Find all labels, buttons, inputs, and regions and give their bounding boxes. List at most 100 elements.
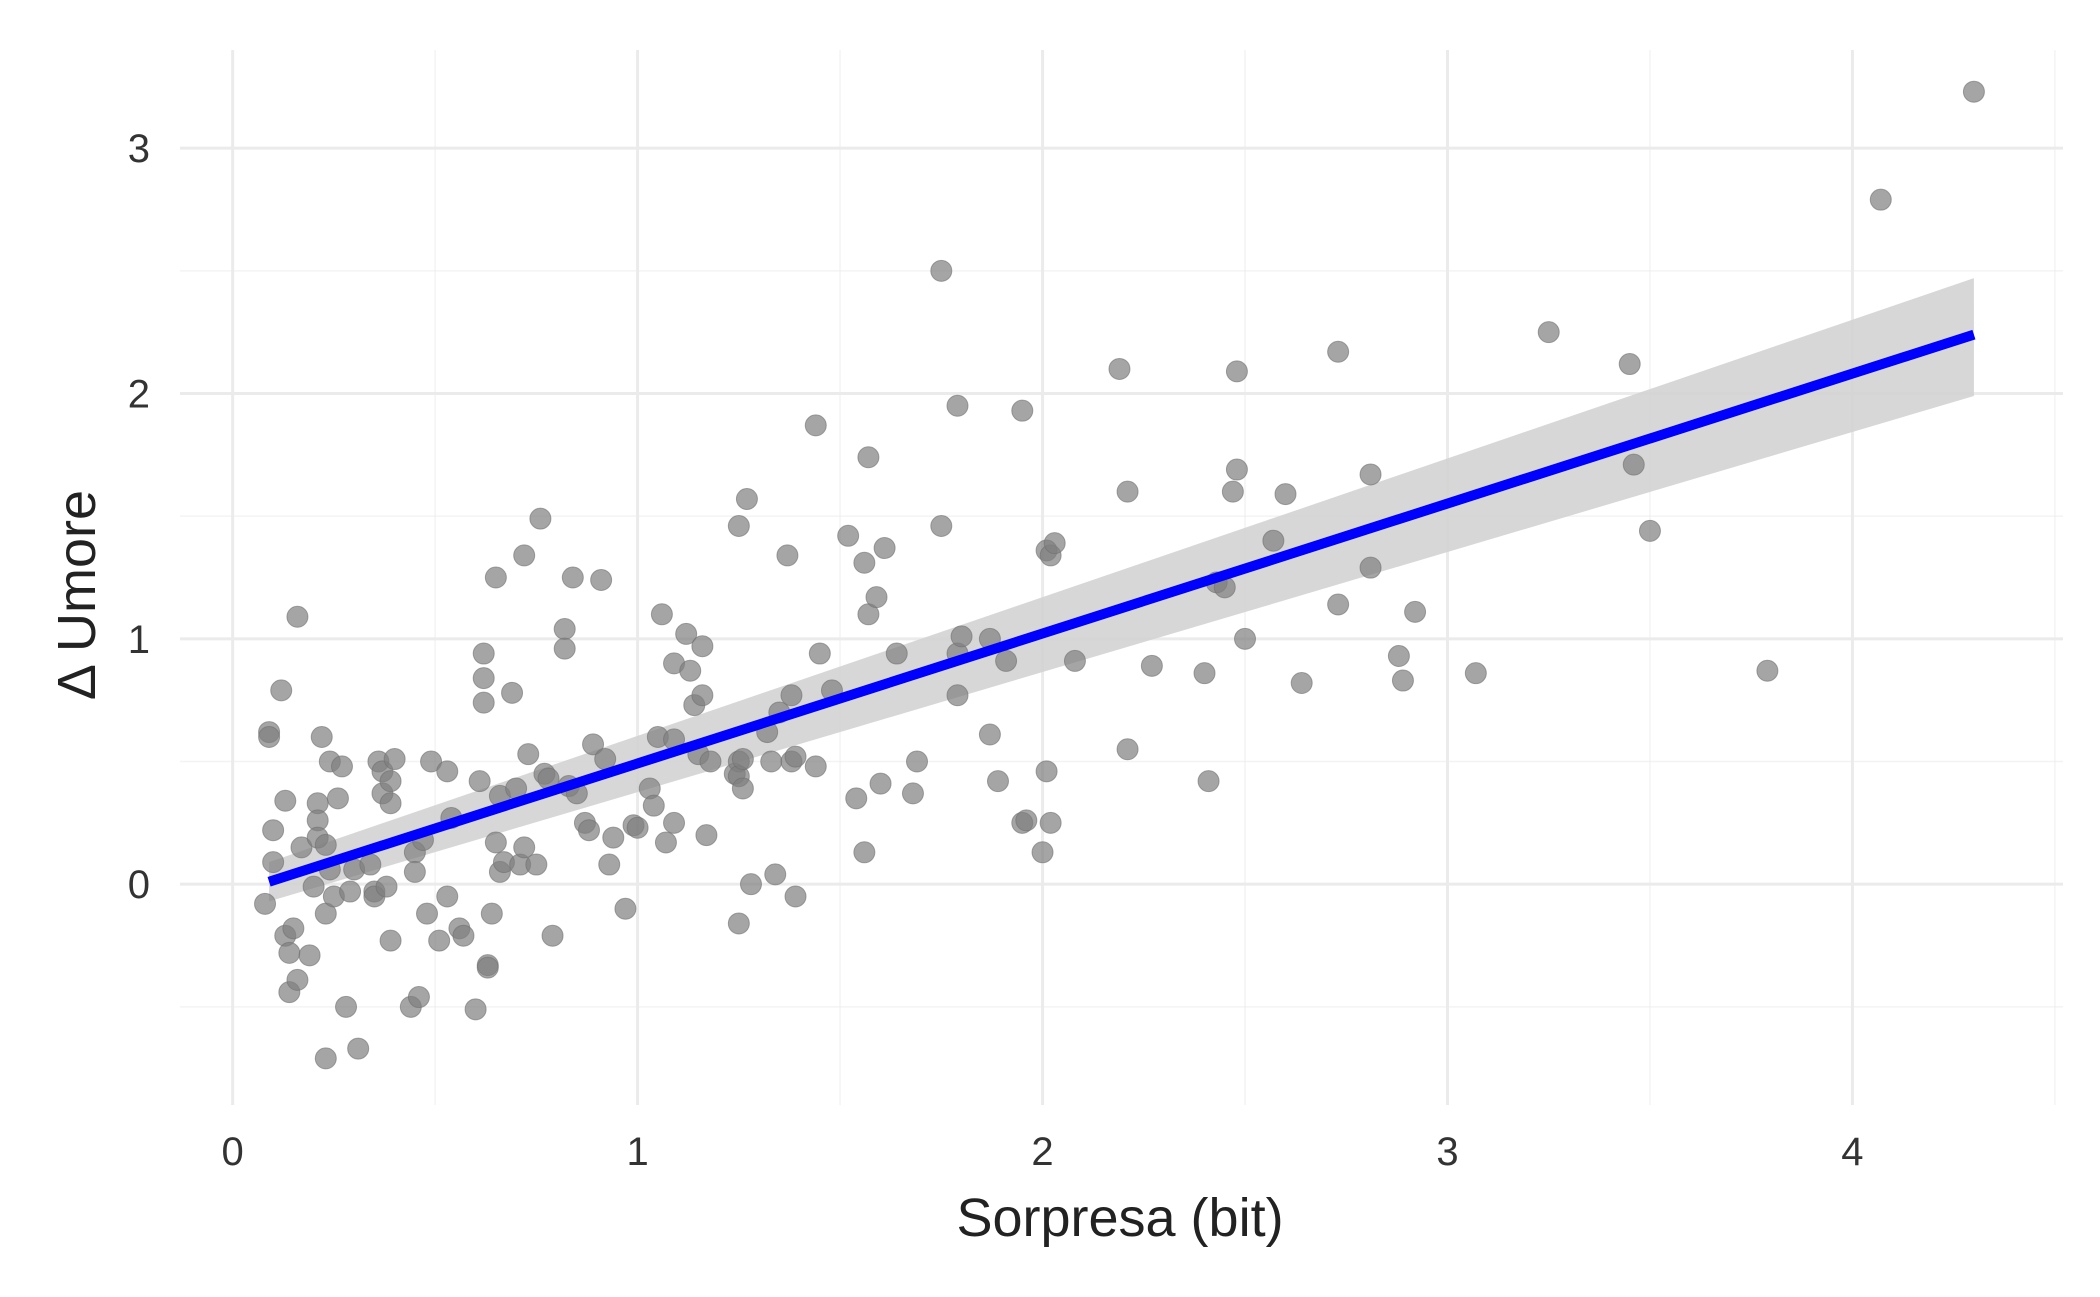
scatter-point (310, 725, 333, 748)
scatter-point (1140, 654, 1163, 677)
scatter-point (472, 667, 495, 690)
scatter-point (1404, 600, 1427, 623)
scatter-point (347, 1037, 370, 1060)
scatter-point (1011, 399, 1034, 422)
scatter-point (262, 819, 285, 842)
scatter-point (1225, 458, 1248, 481)
scatter-point (1063, 649, 1086, 672)
scatter-point (359, 853, 382, 876)
scatter-point (1039, 811, 1062, 834)
scatter-point (403, 860, 426, 883)
scatter-points (254, 80, 1985, 1070)
scatter-point (258, 725, 281, 748)
scatter-point (1116, 480, 1139, 503)
trend-line (267, 329, 1976, 887)
scatter-point (286, 605, 309, 628)
scatter-point (784, 885, 807, 908)
scatter-point (517, 743, 540, 766)
scatter-point (254, 892, 277, 915)
y-tick-label: 2 (128, 372, 150, 416)
scatter-point (274, 789, 297, 812)
scatter-point (1327, 340, 1350, 363)
scatter-point (1031, 841, 1054, 864)
scatter-point (654, 831, 677, 854)
scatter-point (1359, 463, 1382, 486)
scatter-point (650, 603, 673, 626)
scatter-point (525, 853, 548, 876)
scatter-point (314, 1047, 337, 1070)
scatter-point (383, 748, 406, 771)
scatter-point (484, 566, 507, 589)
scatter-point (1537, 321, 1560, 344)
scatter-point (541, 924, 564, 947)
scatter-point (663, 811, 686, 834)
scatter-point (995, 649, 1018, 672)
scatter-point (614, 897, 637, 920)
scatter-point (699, 750, 722, 773)
scatter-point (760, 750, 783, 773)
scatter-point (1116, 738, 1139, 761)
scatter-point (1327, 593, 1350, 616)
scatter-point (727, 514, 750, 537)
scatter-point (865, 586, 888, 609)
scatter-point (553, 618, 576, 641)
scatter-point (1225, 360, 1248, 383)
scatter-point (335, 995, 358, 1018)
scatter-point (582, 733, 605, 756)
x-tick-label: 4 (1841, 1130, 1863, 1174)
scatter-point (804, 414, 827, 437)
scatter-point (270, 679, 293, 702)
scatter-point (695, 824, 718, 847)
scatter-point (731, 777, 754, 800)
scatter-point (739, 873, 762, 896)
scatter-point (407, 986, 430, 1009)
scatter-point (1359, 556, 1382, 579)
scatter-point (1015, 809, 1038, 832)
scatter-point (808, 642, 831, 665)
scatter-point (1290, 672, 1313, 694)
x-tick-label: 2 (1031, 1130, 1053, 1174)
scatter-point (1035, 760, 1058, 783)
scatter-point (857, 446, 880, 469)
y-tick-label: 1 (128, 618, 150, 662)
scatter-point (339, 880, 362, 903)
scatter-point (1197, 770, 1220, 793)
scatter-point (1221, 480, 1244, 503)
scatter-point (513, 544, 536, 567)
scatter-point (869, 772, 892, 795)
grid-lines (180, 50, 2063, 1105)
y-axis-ticks: 0 1 2 3 (128, 127, 150, 907)
scatter-point (764, 863, 787, 886)
scatter-point (1464, 662, 1487, 685)
scatter-point (379, 770, 402, 793)
y-tick-label: 3 (128, 127, 150, 171)
x-axis-ticks: 0 1 2 3 4 (222, 1130, 1864, 1174)
scatter-point (436, 885, 459, 908)
scatter-point (853, 841, 876, 864)
scatter-point (873, 537, 896, 560)
scatter-point (845, 787, 868, 810)
scatter-point (513, 836, 536, 859)
scatter-point (416, 902, 439, 925)
scatter-point (776, 544, 799, 567)
scatter-point (472, 691, 495, 714)
scatter-point (1962, 80, 1985, 103)
scatter-point (946, 684, 969, 707)
scatter-point (780, 684, 803, 707)
scatter-point (282, 917, 305, 940)
scatter-point (1387, 645, 1410, 668)
scatter-point (784, 745, 807, 768)
scatter-point (428, 929, 451, 952)
scatter-point (731, 748, 754, 771)
scatter-point (1618, 353, 1641, 376)
scatter-point (950, 625, 973, 648)
scatter-point (298, 944, 321, 967)
scatter-point (804, 755, 827, 778)
scatter-point (1234, 627, 1257, 650)
scatter-point (675, 622, 698, 645)
scatter-point (691, 684, 714, 707)
scatter-point (379, 792, 402, 815)
scatter-point (577, 819, 600, 842)
scatter-point (286, 968, 309, 991)
